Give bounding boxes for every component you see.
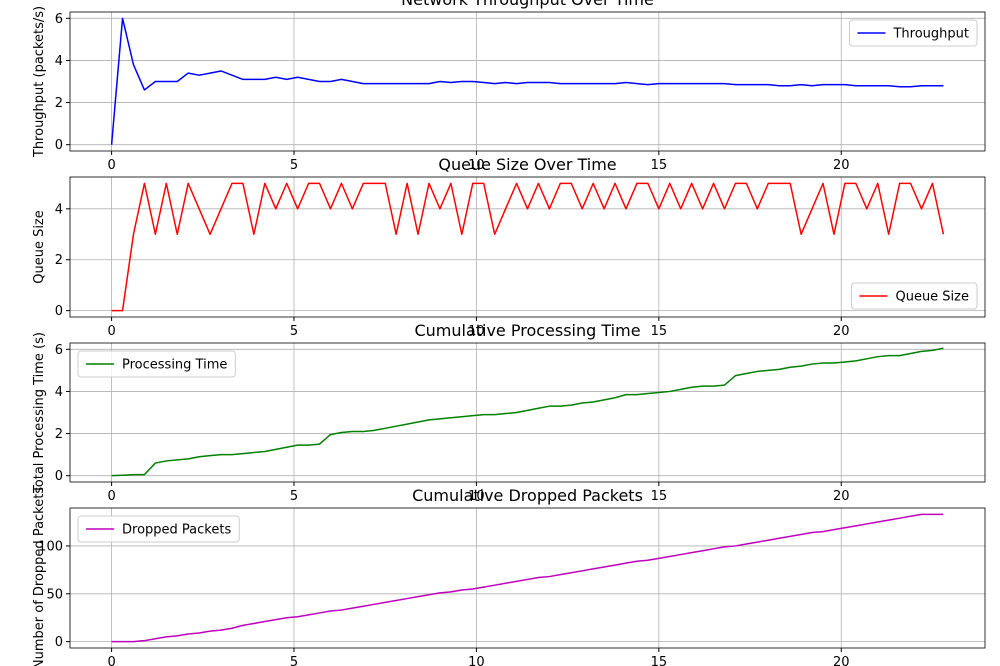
y-tick-label: 0 [55,138,63,153]
legend-box [850,282,978,310]
legend: Throughput [848,19,978,47]
chart-title: Cumulative Dropped Packets [412,486,643,505]
x-tick-label: 10 [468,489,485,504]
x-tick-label: 0 [107,655,115,666]
x-tick-label: 15 [651,158,668,173]
axes-frame [69,342,986,483]
y-tick-label: 50 [46,587,63,602]
x-tick-label: 5 [290,489,298,504]
y-tick-label: 0 [55,469,63,484]
x-tick-label: 5 [290,655,298,666]
data-line [111,182,945,312]
plot-lines [111,347,944,477]
chart-title: Cumulative Processing Time [414,321,640,340]
chart-title: Queue Size Over Time [438,155,616,174]
y-tick-label: 100 [38,539,63,554]
y-axis-label: Queue Size [32,210,47,284]
x-tick-label: 5 [290,158,298,173]
x-tick-label: 10 [468,655,485,666]
legend-label: Dropped Packets [122,523,231,538]
axes-frame [69,176,986,318]
plot-lines [111,182,945,312]
legend-box [77,350,236,378]
data-line [111,513,944,643]
legend: Dropped Packets [77,515,240,543]
y-axis-label: Number of Dropped Packets [32,487,47,666]
y-tick-label: 2 [55,427,63,442]
legend: Queue Size [850,282,978,310]
y-tick-label: 0 [55,635,63,650]
legend-box [77,515,240,543]
chart-title: Network Throughput Over Time [401,0,654,9]
axes-frame [69,11,986,152]
y-tick-label: 0 [55,304,63,319]
data-line [110,17,944,145]
x-tick-label: 20 [833,158,850,173]
x-tick-label: 0 [107,489,115,504]
x-tick-label: 15 [651,655,668,666]
x-tick-label: 0 [107,158,115,173]
y-tick-label: 6 [55,12,63,27]
data-line [111,347,944,477]
x-tick-label: 20 [833,655,850,666]
x-tick-label: 0 [107,324,115,339]
y-tick-label: 4 [55,202,63,217]
x-tick-label: 20 [833,324,850,339]
y-axis-label: Throughput (packets/s) [32,6,47,158]
x-tick-label: 5 [290,324,298,339]
x-tick-label: 15 [651,324,668,339]
subplot: 0 5 10 15 20 0 2 4 6 Cumulative Processing Time To… [32,321,986,504]
legend-box [848,19,978,47]
axes-frame [69,507,986,649]
legend-label: Processing Time [122,358,227,373]
legend: Processing Time [77,350,236,378]
subplot: 0 5 10 15 20 0 2 4 Queue Size Over Time Queue Siz… [32,155,986,339]
x-tick-label: 15 [651,489,668,504]
x-tick-label: 20 [833,489,850,504]
x-tick-label: 10 [468,158,485,173]
subplot: 0 5 10 15 20 0 2 4 6 Network Throughput Over Time… [32,0,986,173]
y-tick-label: 2 [55,96,63,111]
y-axis-label: Total Processing Time (s) [32,332,47,494]
legend-label: Throughput [892,27,969,42]
plot-lines [110,17,944,145]
y-tick-label: 4 [55,385,63,400]
plot-lines [111,513,944,643]
legend-label: Queue Size [895,290,969,305]
x-tick-label: 10 [468,324,485,339]
y-tick-label: 2 [55,253,63,268]
y-tick-label: 6 [55,343,63,358]
y-tick-label: 4 [55,54,63,69]
